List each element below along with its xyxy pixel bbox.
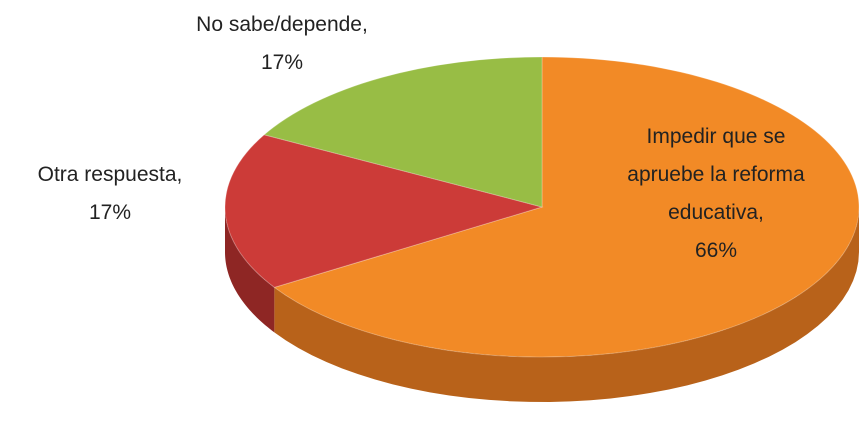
category-label: Impedir que se apruebe la reforma educat… [627,125,805,224]
value-label: 17% [260,51,304,74]
slice-side [225,207,275,333]
slice [263,56,543,208]
separator: , [758,201,764,224]
slice-side [274,207,859,402]
separator: , [176,163,183,186]
slice-label: Otra respuesta, 17% [0,156,220,232]
slice-label: No sabe/depende, 17% [142,6,422,82]
slice-label: Impedir que se apruebe la reforma educat… [620,118,812,270]
value-label: 17% [88,201,132,224]
separator: , [361,13,368,36]
category-label: Otra respuesta [37,163,177,186]
value-label: 66% [694,239,738,262]
slice [224,134,544,288]
category-label: No sabe/depende [196,13,362,36]
slice [273,56,859,358]
